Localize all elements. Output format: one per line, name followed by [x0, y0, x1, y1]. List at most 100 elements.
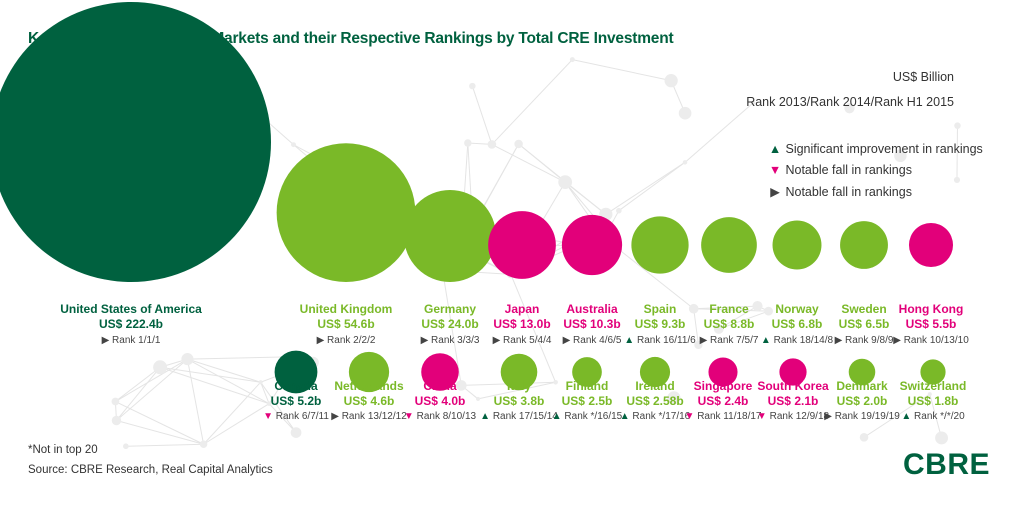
- rank-text: Rank 2/2/2: [327, 335, 376, 346]
- network-node: [475, 396, 481, 401]
- network-line: [693, 308, 699, 345]
- market-value: US$ 222.4b: [99, 317, 163, 331]
- network-line: [187, 358, 261, 383]
- bubble-france: [701, 217, 757, 273]
- market-value: US$ 2.4b: [698, 394, 749, 408]
- network-node: [487, 140, 497, 149]
- bubble-japan: [488, 211, 556, 279]
- network-line: [471, 85, 493, 145]
- bubble-united-kingdom: [276, 143, 416, 282]
- network-node: [258, 380, 263, 385]
- market-rank: ▶ Rank 10/13/10: [893, 335, 969, 346]
- network-line: [518, 143, 566, 183]
- network-node: [682, 160, 688, 165]
- network-node: [553, 379, 558, 385]
- market-rank: ▶ Rank 3/3/3: [421, 335, 480, 346]
- network-node: [664, 74, 678, 88]
- rank-text: Rank 11/18/17: [697, 411, 762, 422]
- market-rank: ▼ Rank 8/10/13: [404, 411, 477, 422]
- market-value: US$ 13.0b: [493, 317, 550, 331]
- bubble-switzerland: [920, 359, 946, 385]
- rank-text: Rank 1/1/1: [112, 335, 161, 346]
- bubble-hong-kong: [908, 222, 954, 268]
- network-line: [441, 270, 462, 386]
- network-line: [115, 366, 161, 402]
- rank-text: Rank */17/16: [632, 411, 690, 422]
- rank-text: Rank 6/7/11: [276, 411, 330, 422]
- triangle-right-icon: ▶: [824, 411, 834, 422]
- network-line: [260, 382, 270, 404]
- bubble-italy: [500, 353, 538, 391]
- network-node: [678, 106, 692, 120]
- network-node: [123, 443, 129, 450]
- network-line: [605, 161, 686, 215]
- legend-label: Significant improvement in rankings: [785, 142, 983, 156]
- network-line: [684, 102, 754, 163]
- network-line: [187, 358, 270, 405]
- rank-text: Rank 12/9/18: [770, 411, 830, 422]
- source-note: Source: CBRE Research, Real Capital Anal…: [28, 464, 273, 476]
- market-name: United States of America: [60, 302, 202, 316]
- network-node: [464, 139, 472, 147]
- triangle-right-icon: ▶: [493, 335, 503, 346]
- market-value: US$ 4.6b: [344, 394, 395, 408]
- market-name: Japan: [505, 302, 540, 316]
- market-value: US$ 5.2b: [271, 394, 322, 408]
- market-rank: ▶ Rank 5/4/4: [493, 335, 552, 346]
- market-name: Finland: [566, 379, 609, 393]
- network-node: [569, 57, 575, 63]
- market-rank: ▲ Rank */16/15: [552, 411, 623, 422]
- triangle-up-icon: ▲: [552, 411, 565, 422]
- bubble-germany: [404, 190, 496, 282]
- market-name: United Kingdom: [300, 302, 393, 316]
- market-name: Germany: [424, 302, 476, 316]
- network-node: [290, 427, 302, 438]
- market-value: US$ 2.0b: [837, 394, 888, 408]
- market-value: US$ 3.8b: [494, 394, 545, 408]
- network-line: [929, 394, 943, 439]
- network-line: [159, 366, 270, 405]
- market-value: US$ 8.8b: [704, 317, 755, 331]
- market-rank: ▼ Rank 12/9/18: [757, 411, 830, 422]
- market-rank: ▲ Rank 18/14/8: [761, 335, 834, 346]
- triangle-down-icon: ▼: [685, 411, 698, 422]
- market-value: US$ 5.5b: [906, 317, 957, 331]
- market-value: US$ 6.5b: [839, 317, 890, 331]
- market-rank: ▲ Rank */17/16: [620, 411, 691, 422]
- bubble-spain: [631, 216, 689, 274]
- market-name: South Korea: [757, 379, 829, 393]
- triangle-down-icon: ▼: [768, 163, 782, 177]
- rank-text: Rank 8/10/13: [417, 411, 477, 422]
- network-line: [564, 181, 607, 215]
- network-node: [667, 391, 681, 405]
- triangle-right-icon: ▶: [893, 335, 903, 346]
- market-value: US$ 24.0b: [421, 317, 478, 331]
- market-rank: ▲ Rank */*/20: [901, 411, 965, 422]
- network-node: [694, 340, 703, 350]
- network-node: [751, 100, 756, 105]
- triangle-right-icon: ▶: [835, 335, 845, 346]
- rank-text: Rank */16/15: [564, 411, 622, 422]
- market-name: China: [423, 379, 457, 393]
- network-line: [618, 161, 686, 212]
- bubble-finland: [572, 357, 602, 387]
- market-rank: ▶ Rank 1/1/1: [102, 335, 161, 346]
- triangle-right-icon: ▶: [563, 335, 573, 346]
- network-line: [718, 310, 769, 330]
- network-node: [953, 176, 961, 184]
- network-line: [116, 366, 161, 421]
- network-node: [153, 360, 168, 375]
- triangle-right-icon: ▶: [770, 185, 780, 199]
- triangle-down-icon: ▼: [404, 411, 417, 422]
- triangle-up-icon: ▲: [624, 335, 637, 346]
- triangle-up-icon: ▲: [901, 411, 914, 422]
- network-node: [844, 103, 855, 114]
- triangle-up-icon: ▲: [768, 142, 782, 156]
- network-line: [863, 393, 931, 438]
- rank-text: Rank 3/3/3: [431, 335, 480, 346]
- network-node: [266, 401, 272, 406]
- cbre-logo: CBRE: [903, 448, 991, 481]
- market-name: Norway: [775, 302, 819, 316]
- rank-text: Rank 17/15/14: [493, 411, 558, 422]
